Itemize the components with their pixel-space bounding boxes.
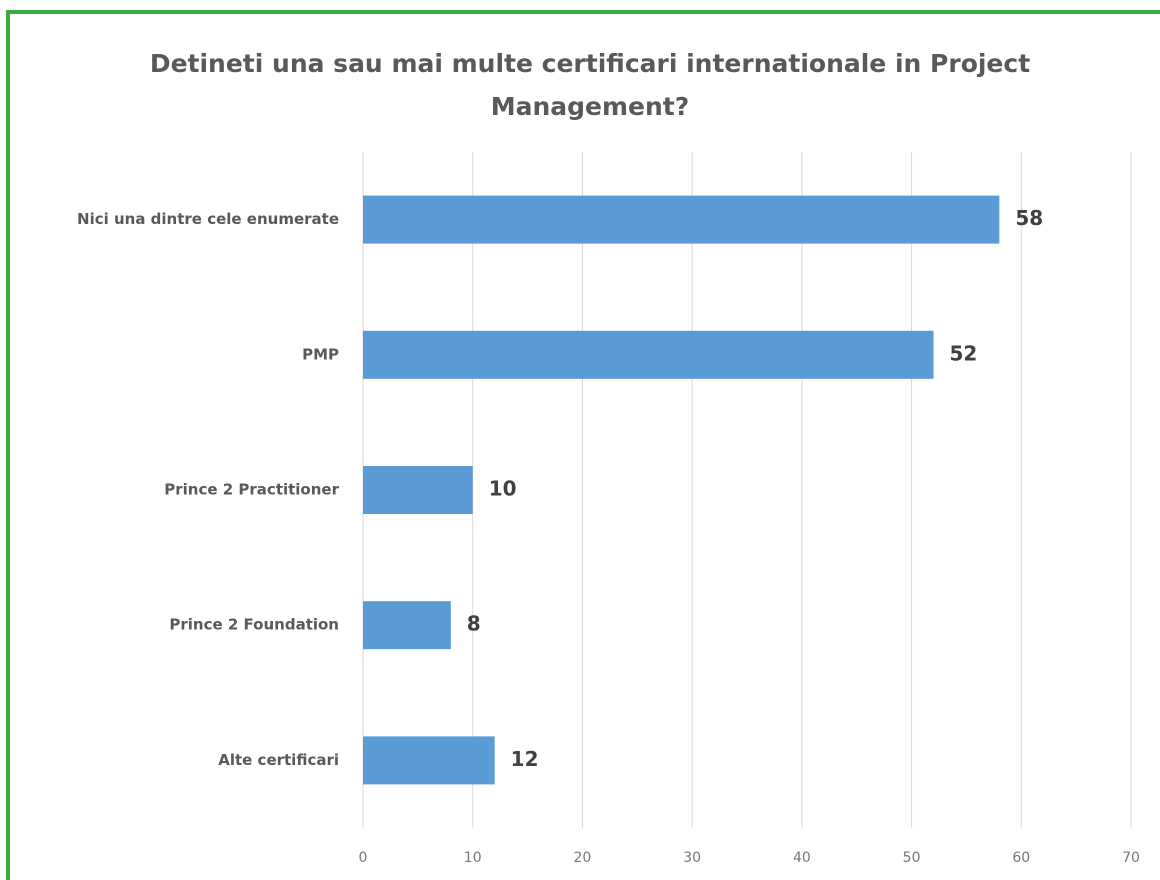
bar: [363, 330, 934, 379]
x-tick-label: 60: [1012, 850, 1030, 866]
y-tick-label: Alte certificari: [218, 751, 339, 769]
bar: [363, 736, 495, 785]
x-tick-label: 50: [903, 850, 921, 866]
x-tick-label: 0: [359, 850, 368, 866]
x-tick-label: 20: [574, 850, 592, 866]
bar: [363, 195, 1000, 244]
y-tick-label: Prince 2 Practitioner: [164, 481, 339, 499]
chart-title: Detineti una sau mai multe certificari i…: [149, 49, 1031, 121]
value-label: 8: [467, 612, 481, 636]
x-tick-label: 10: [464, 850, 482, 866]
y-tick-label: Nici una dintre cele enumerate: [77, 210, 339, 228]
x-tick-label: 70: [1122, 850, 1140, 866]
bar: [363, 601, 451, 650]
bar: [363, 466, 473, 514]
x-tick-label: 40: [793, 850, 811, 866]
value-label: 52: [950, 341, 978, 365]
chart-frame: [6, 10, 1160, 880]
y-tick-label: Prince 2 Foundation: [169, 616, 339, 634]
x-tick-label: 30: [683, 850, 701, 866]
value-label: 12: [511, 747, 539, 771]
y-tick-label: PMP: [302, 345, 339, 363]
value-label: 10: [489, 477, 517, 501]
value-label: 58: [1015, 206, 1043, 230]
